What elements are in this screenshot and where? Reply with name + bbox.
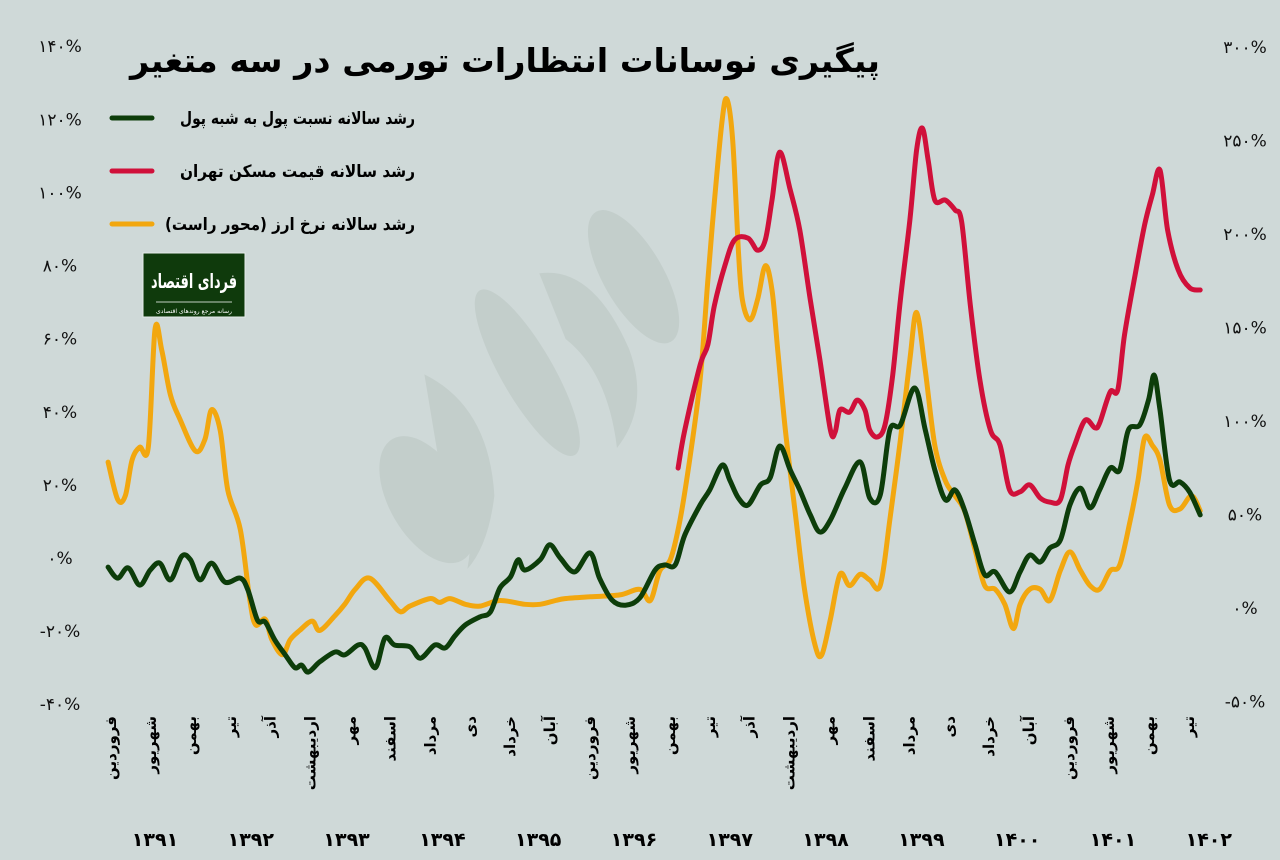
year-tick-label: ۱۴۰۲ <box>1186 829 1233 851</box>
month-tick-label: مرداد <box>900 716 918 755</box>
month-tick-label: اردیبهشت <box>302 716 320 790</box>
watermark-logo <box>379 210 680 569</box>
right-tick-label: ۵۰% <box>1228 506 1262 526</box>
month-tick-label: فروردین <box>581 716 599 780</box>
month-tick-label: آبان <box>1020 715 1038 745</box>
year-tick-label: ۱۳۹۱ <box>132 829 178 851</box>
month-tick-label: اسفند <box>860 716 878 761</box>
month-tick-label: دی <box>940 716 958 738</box>
left-tick-label: ۰% <box>47 549 72 569</box>
month-tick-label: بهمن <box>661 716 679 755</box>
year-tick-label: ۱۳۹۸ <box>802 829 849 851</box>
right-axis: -۵۰% ۰% ۵۰% ۱۰۰% ۱۵۰% ۲۰۰% ۲۵۰% ۳۰۰% <box>1223 38 1267 713</box>
logo-name: فردای اقتصاد <box>151 269 237 293</box>
legend-label: رشد سالانه نسبت پول به شبه پول <box>180 109 415 129</box>
month-tick-label: مهر <box>821 716 839 746</box>
year-tick-label: ۱۳۹۹ <box>898 829 945 851</box>
logo: فردای اقتصاد رسانه مرجع روندهای اقتصادی <box>142 252 246 318</box>
month-tick-label: فروردین <box>102 716 120 780</box>
year-tick-label: ۱۳۹۳ <box>323 829 370 851</box>
month-tick-label: بهمن <box>1140 716 1158 755</box>
year-tick-label: ۱۴۰۱ <box>1090 829 1136 851</box>
x-axis: فروردین شهریور بهمن تیر آذر اردیبهشت مهر اسفند م… <box>102 715 1232 851</box>
right-tick-label: ۲۵۰% <box>1223 132 1267 152</box>
year-tick-label: ۱۴۰۰ <box>994 829 1040 851</box>
left-tick-label: -۴۰% <box>40 695 81 715</box>
month-tick-label: تیر <box>1180 716 1198 738</box>
year-tick-label: ۱۳۹۶ <box>611 829 657 851</box>
left-axis: -۴۰% -۲۰% ۰% ۲۰% ۴۰% ۶۰% ۸۰% ۱۰۰% ۱۲۰% ۱۴۰% <box>38 37 82 715</box>
left-tick-label: ۱۲۰% <box>38 110 82 130</box>
left-tick-label: ۶۰% <box>43 330 77 350</box>
month-tick-label: شهریور <box>621 716 639 775</box>
left-tick-label: ۱۰۰% <box>38 183 82 203</box>
left-tick-label: ۱۴۰% <box>38 37 82 57</box>
left-tick-label: ۸۰% <box>43 257 77 277</box>
logo-tagline: رسانه مرجع روندهای اقتصادی <box>156 308 232 315</box>
plot-area <box>105 96 1203 675</box>
right-tick-label: ۱۵۰% <box>1223 319 1267 339</box>
year-tick-label: ۱۳۹۷ <box>707 829 754 851</box>
right-tick-label: -۵۰% <box>1225 693 1266 713</box>
year-tick-label: ۱۳۹۴ <box>419 829 465 851</box>
year-tick-label: ۱۳۹۲ <box>228 829 275 851</box>
month-tick-label: مهر <box>342 716 360 746</box>
year-tick-label: ۱۳۹۵ <box>515 829 562 851</box>
series-line-2 <box>675 125 1203 506</box>
month-tick-label: فروردین <box>1060 716 1078 780</box>
month-tick-label: آذر <box>262 715 280 738</box>
right-tick-label: ۰% <box>1232 599 1257 619</box>
left-tick-label: ۴۰% <box>43 403 77 423</box>
chart-title: پیگیری نوسانات انتظارات تورمی در سه متغی… <box>128 41 880 81</box>
month-tick-label: شهریور <box>1100 716 1118 775</box>
month-tick-label: تیر <box>222 716 240 738</box>
logo-box <box>142 252 246 318</box>
right-tick-label: ۲۰۰% <box>1223 225 1267 245</box>
legend: رشد سالانه نسبت پول به شبه پول رشد سالانه… <box>109 109 415 235</box>
right-tick-label: ۱۰۰% <box>1223 412 1267 432</box>
right-tick-label: ۳۰۰% <box>1223 38 1267 58</box>
month-tick-label: آذر <box>741 715 759 738</box>
series-line-1 <box>105 372 1203 675</box>
month-tick-label: بهمن <box>182 716 200 755</box>
month-tick-label: مرداد <box>421 716 439 755</box>
month-tick-label: اردیبهشت <box>781 716 799 790</box>
month-tick-label: تیر <box>701 716 719 738</box>
month-tick-label: خرداد <box>501 716 519 757</box>
left-tick-label: ۲۰% <box>43 476 77 496</box>
month-tick-label: اسفند <box>381 716 399 761</box>
left-tick-label: -۲۰% <box>40 622 81 642</box>
month-tick-label: دی <box>461 716 479 738</box>
month-tick-label: آبان <box>541 715 559 745</box>
month-tick-label: خرداد <box>980 716 998 757</box>
legend-label: رشد سالانه قیمت مسکن تهران <box>180 162 415 182</box>
month-tick-label: شهریور <box>142 716 160 775</box>
legend-label: رشد سالانه نرخ ارز (محور راست) <box>165 215 415 235</box>
